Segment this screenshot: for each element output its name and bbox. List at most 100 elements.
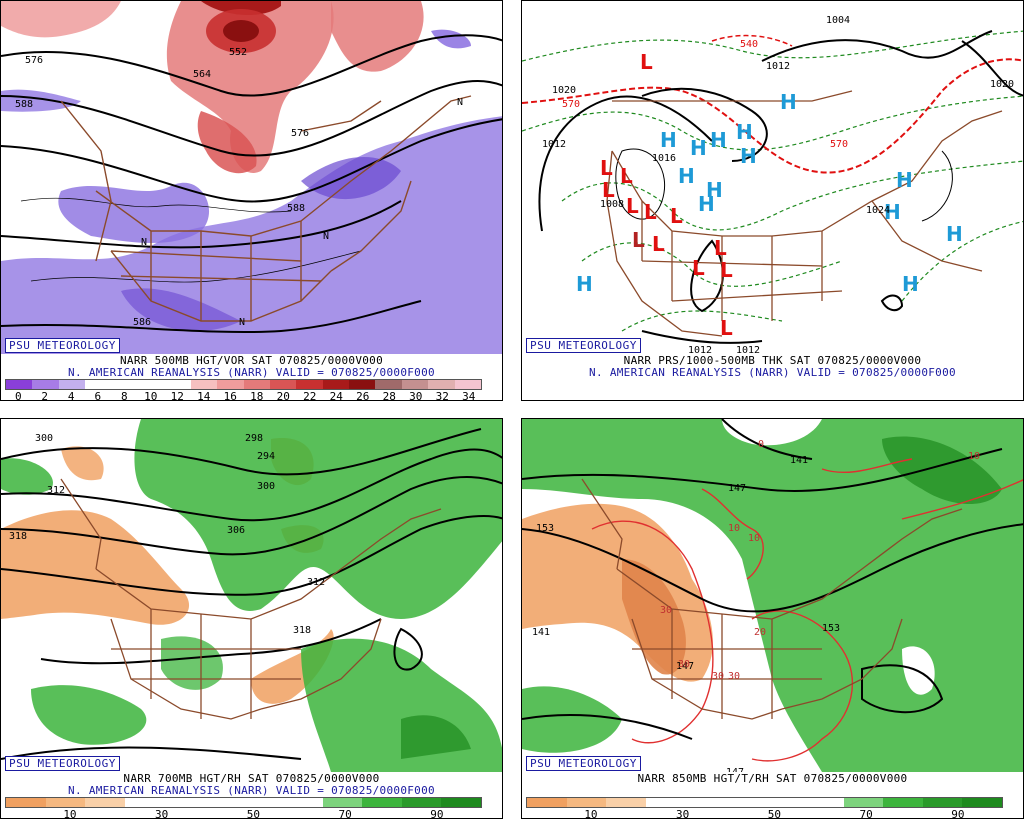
legend-swatch [428,380,455,389]
contour-label: 298 [245,433,263,444]
isobar-label: 1012 [542,139,566,150]
low-pressure-center: L [720,316,733,340]
legend-swatch [111,380,138,389]
map-title: NARR PRS/1000-500MB THK SAT 070825/0000V… [623,354,922,367]
vorticity-max-marker: N [323,231,329,242]
legend-swatch [32,380,59,389]
low-pressure-center: L [626,194,639,218]
legend-tick-label: 30 [155,808,169,819]
isotherm-label: 30 [660,605,672,616]
contour-label: 153 [822,623,840,634]
legend-swatch [58,380,86,389]
map-subtitle: N. AMERICAN REANALYSIS (NARR) VALID = 07… [68,784,435,797]
rh-color-legend [5,797,482,808]
legend-tick-label: 10 [144,390,158,401]
legend-tick-label: 32 [435,390,449,401]
high-pressure-center: H [706,178,723,202]
legend-swatch [401,798,442,807]
legend-swatch [922,798,963,807]
legend-tick-label: 24 [329,390,343,401]
vorticity-map: 576 552 564 588 576 588 586 N N N N [1,1,502,354]
low-pressure-center: L [644,200,657,224]
pressure-map: H H H H H H H H H H H H H H L L L L L L [522,1,1023,354]
contour-label: 312 [307,577,325,588]
legend-tick-label: 10 [584,808,598,819]
psu-meteorology-badge: PSU METEOROLOGY [5,756,120,771]
contour-label: 300 [35,433,53,444]
contour-label: 588 [15,99,33,110]
legend-swatch [243,798,284,807]
legend-tick-label: 30 [676,808,690,819]
low-pressure-center: L [692,256,705,280]
isobar-label: 1012 [766,61,790,72]
legend-swatch [401,380,429,389]
contour-label: 147 [676,661,694,672]
legend-swatch [124,798,165,807]
high-pressure-center: H [678,164,695,188]
legend-swatch [362,798,402,807]
rh-legend-ticks: 10 30 50 70 90 [5,808,482,819]
legend-tick-label: 34 [462,390,476,401]
map-title: NARR 850MB HGT/T/RH SAT 070825/0000V000 [637,772,908,785]
thickness-label: 570 [830,139,848,150]
legend-swatch [45,798,86,807]
legend-tick-label: 0 [14,390,22,401]
legend-swatch [645,798,686,807]
high-pressure-center: H [896,168,913,192]
contour-label: 141 [532,627,550,638]
contour-label: 312 [47,485,65,496]
panel-500mb-vorticity: 576 552 564 588 576 588 586 N N N N PSU … [0,0,503,401]
contour-label: 586 [133,317,151,328]
legend-tick-label: 14 [197,390,211,401]
high-pressure-center: H [946,222,963,246]
legend-tick-label: 12 [170,390,184,401]
low-pressure-center: L [602,178,615,202]
high-pressure-center: H [884,200,901,224]
legend-tick-label: 30 [409,390,423,401]
vorticity-color-legend [5,379,482,390]
low-pressure-center: L [714,236,727,260]
panel-850mb-temp-rh: 153 147 141 147 153 147 141 0 10 10 10 2… [521,418,1024,819]
map-subtitle: N. AMERICAN REANALYSIS (NARR) VALID = 07… [68,366,435,379]
legend-swatch [269,380,297,389]
low-pressure-center: L [670,204,683,228]
legend-swatch [843,798,884,807]
legend-swatch [454,380,482,389]
legend-swatch [243,380,270,389]
vorticity-legend-ticks: 0 2 4 6 8 10 12 14 16 18 20 22 24 26 28 30 32 34 [5,390,482,401]
legend-tick-label: 22 [303,390,317,401]
isotherm-label: 0 [758,439,764,450]
rh-color-legend [526,797,1003,808]
map-subtitle: N. AMERICAN REANALYSIS (NARR) VALID = 07… [589,366,956,379]
legend-tick-label: 18 [250,390,264,401]
isotherm-label: 10 [728,523,740,534]
legend-swatch [85,798,125,807]
isobar-label: 1020 [552,85,576,96]
legend-swatch [217,380,244,389]
legend-swatch [6,798,46,807]
legend-swatch [685,798,725,807]
contour-label: 294 [257,451,275,462]
panel-700mb-rh: 300 294 300 306 312 318 318 312 298 PSU … [0,418,503,819]
legend-swatch [137,380,165,389]
psu-meteorology-badge: PSU METEOROLOGY [526,338,641,353]
legend-swatch [296,380,323,389]
psu-meteorology-badge: PSU METEOROLOGY [5,338,120,353]
high-pressure-center: H [698,192,715,216]
legend-swatch [606,798,646,807]
high-pressure-center: H [660,128,677,152]
legend-tick-label: 50 [767,808,782,819]
legend-swatch [6,380,33,389]
legend-tick-label: 70 [338,808,352,819]
legend-tick-label: 4 [67,390,75,401]
legend-swatch [527,798,567,807]
contour-label: 552 [229,47,247,58]
legend-tick-label: 50 [246,808,261,819]
high-pressure-center: H [740,144,757,168]
legend-swatch [203,798,244,807]
isobar-label: 1012 [736,345,760,354]
legend-tick-label: 20 [276,390,290,401]
isobar-label: 1020 [990,79,1014,90]
legend-swatch [164,798,204,807]
contour-label: 318 [293,625,311,636]
